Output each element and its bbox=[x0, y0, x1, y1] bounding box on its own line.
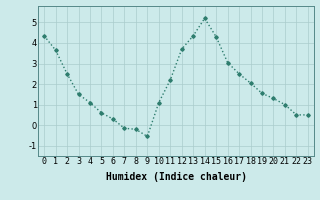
X-axis label: Humidex (Indice chaleur): Humidex (Indice chaleur) bbox=[106, 172, 246, 182]
